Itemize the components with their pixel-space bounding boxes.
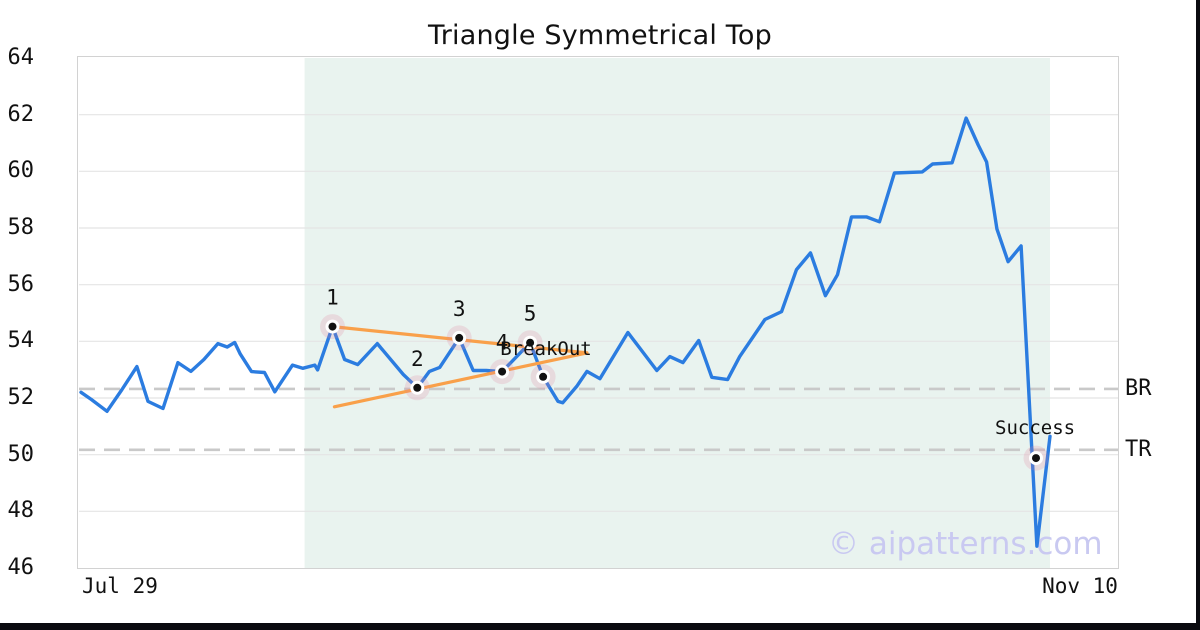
watermark: © aipatterns.com [828, 526, 1103, 562]
level-label-tr: TR [1125, 436, 1152, 462]
y-tick-label: 54 [7, 328, 35, 354]
y-tick-label: 52 [7, 385, 35, 410]
y-tick-label: 50 [7, 441, 35, 467]
trendline-lower [332, 351, 589, 409]
x-tick-label: Jul 29 [82, 574, 158, 598]
right-border-bar [1196, 0, 1200, 630]
y-tick-label: 58 [7, 215, 35, 240]
y-tick-label: 60 [7, 158, 35, 184]
pattern-point-3-dot [455, 333, 464, 342]
level-label-br: BR [1125, 375, 1152, 401]
pattern-point-1-dot [328, 322, 337, 331]
y-tick-label: 46 [7, 555, 35, 580]
annotation-breakout: BreakOut [500, 338, 592, 360]
y-tick-label: 48 [7, 498, 35, 524]
y-tick-label: 64 [7, 45, 35, 70]
y-tick-label: 56 [7, 271, 35, 297]
pattern-point-label: 3 [453, 297, 466, 321]
pattern-highlight-region [304, 58, 1051, 568]
pattern-point-label: 4 [496, 331, 509, 355]
pattern-point-label: 1 [326, 286, 339, 310]
breakout-point-dot [539, 372, 548, 381]
pattern-point-2-dot [413, 383, 422, 392]
pattern-point-label: 2 [411, 347, 424, 371]
annotation-success: Success [995, 417, 1075, 439]
pattern-point-4-dot [498, 367, 507, 376]
bottom-border-bar [0, 623, 1200, 630]
chart-title: Triangle Symmetrical Top [428, 20, 772, 51]
pattern-point-5-dot [526, 338, 535, 347]
x-tick-label: Nov 10 [1042, 574, 1118, 598]
pattern-point-label: 5 [524, 302, 537, 326]
y-tick-label: 62 [7, 101, 35, 127]
success-point-dot [1032, 454, 1040, 463]
chart-canvas: © aipatterns.com 1 2 3 45 BreakOut Success [79, 58, 1118, 568]
